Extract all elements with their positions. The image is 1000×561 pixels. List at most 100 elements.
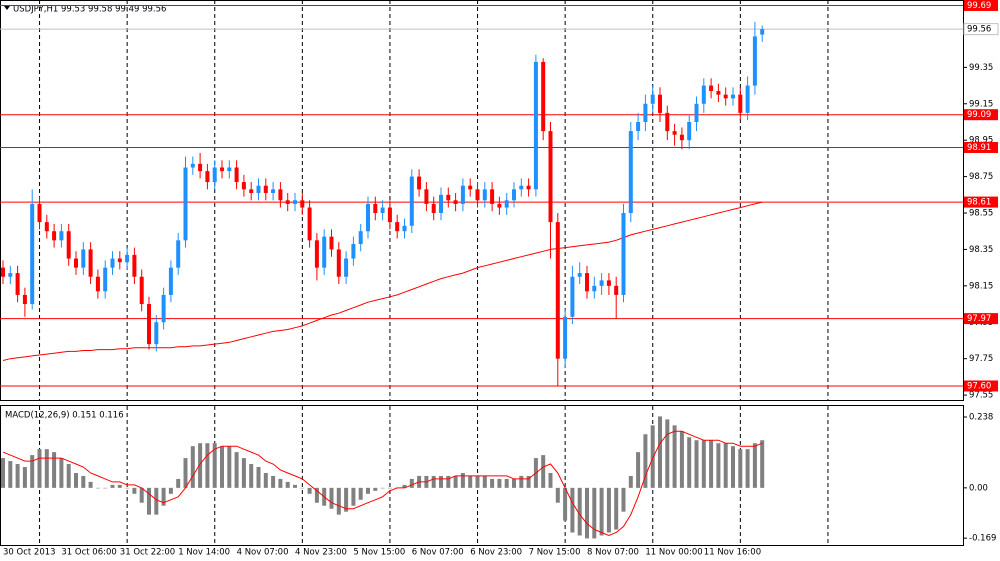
candle-body (424, 189, 429, 204)
macd-bar (220, 446, 224, 488)
macd-bar (30, 455, 35, 488)
candle-body (694, 103, 699, 122)
macd-bar (548, 472, 553, 488)
macd-bar (205, 443, 210, 488)
candle-body (417, 176, 422, 190)
macd-bar (8, 461, 13, 488)
candle-body (249, 189, 254, 193)
y-tick-label: -0.169 (969, 534, 996, 544)
macd-bar (614, 487, 619, 530)
candle-body (497, 203, 502, 208)
macd-bar (212, 443, 217, 488)
candle-body (344, 258, 349, 277)
candle-body (161, 294, 166, 323)
candle-body (709, 85, 714, 92)
last-price-box (963, 23, 999, 36)
candle-body (577, 273, 582, 277)
macd-bar (460, 472, 465, 488)
candle-body (44, 222, 49, 232)
macd-bar (563, 487, 568, 521)
candle-body (614, 285, 619, 295)
macd-bar (606, 487, 611, 533)
candle-body (475, 189, 480, 201)
candle-body (52, 231, 57, 241)
level-label-box (964, 196, 998, 208)
x-tick-label: 1 Nov 14:00 (178, 548, 230, 558)
macd-bar (439, 475, 443, 488)
macd-bar (672, 425, 677, 488)
macd-bar (475, 475, 480, 488)
macd-bar (329, 487, 334, 509)
candle-body (482, 189, 487, 201)
macd-bar (110, 484, 115, 488)
y-tick-label: 98.95 (969, 136, 993, 146)
candle-body (409, 176, 414, 226)
macd-bar (74, 472, 78, 488)
macd-bar (95, 487, 100, 489)
candle-body (81, 249, 86, 268)
macd-bar (431, 475, 436, 488)
macd-bar (198, 443, 203, 488)
candle-body (541, 61, 546, 132)
macd-bar (336, 487, 341, 515)
signal-line (2, 430, 763, 537)
macd-bar (694, 440, 699, 488)
x-tick-label: 31 Oct 22:00 (120, 548, 175, 558)
candle-body (95, 276, 100, 292)
candle-body (453, 200, 458, 204)
x-tick-label: 11 Nov 16:00 (704, 548, 761, 558)
level-label: 98.61 (967, 198, 991, 208)
macd-bar (66, 464, 71, 488)
macd-bar (44, 449, 49, 488)
macd-bar (723, 443, 728, 488)
candle-body (628, 131, 633, 214)
candle-body (679, 134, 684, 141)
candle-body (723, 94, 728, 99)
candle-body (307, 207, 312, 241)
candle-body (256, 185, 261, 193)
macd-bar (241, 458, 246, 488)
macd-bar (760, 440, 765, 488)
candle-body (176, 240, 181, 268)
macd-bar (351, 487, 356, 506)
candle-body (190, 163, 195, 168)
candle-body (555, 222, 560, 359)
candle-body (490, 189, 495, 204)
candle-body (752, 36, 757, 86)
macd-bar (577, 487, 582, 536)
x-tick-label: 4 Nov 23:00 (295, 548, 347, 558)
macd-bar (709, 440, 714, 488)
macd-bar (497, 478, 502, 488)
macd-bar (15, 464, 20, 488)
macd-bar (132, 487, 137, 494)
candle-body (519, 185, 524, 190)
macd-bar (81, 475, 86, 488)
level-label: 98.91 (967, 143, 991, 153)
macd-bar (168, 487, 173, 494)
macd-bar (636, 452, 641, 488)
macd-bar (285, 481, 290, 488)
macd-bar (738, 449, 743, 488)
candle-body (322, 236, 327, 268)
candle-body (687, 121, 692, 141)
macd-bar (752, 443, 757, 488)
candle-body (504, 200, 509, 208)
candle-body (220, 167, 224, 172)
candle-body (387, 207, 392, 223)
y-tick-label: 97.75 (969, 354, 993, 364)
level-label-box (964, 109, 998, 121)
candle-body (205, 171, 210, 183)
candle-body (183, 167, 188, 241)
macd-bar (621, 487, 626, 512)
x-tick-label: 6 Nov 07:00 (412, 548, 464, 558)
candle-body (59, 231, 64, 241)
y-tick-label: 98.15 (969, 281, 993, 291)
candle-body (103, 267, 108, 292)
macd-bar (307, 487, 312, 494)
macd-bar (271, 475, 276, 488)
candle-body (1, 267, 5, 277)
candle-body (74, 258, 78, 268)
candle-body (37, 203, 42, 223)
macd-bar (117, 484, 122, 488)
